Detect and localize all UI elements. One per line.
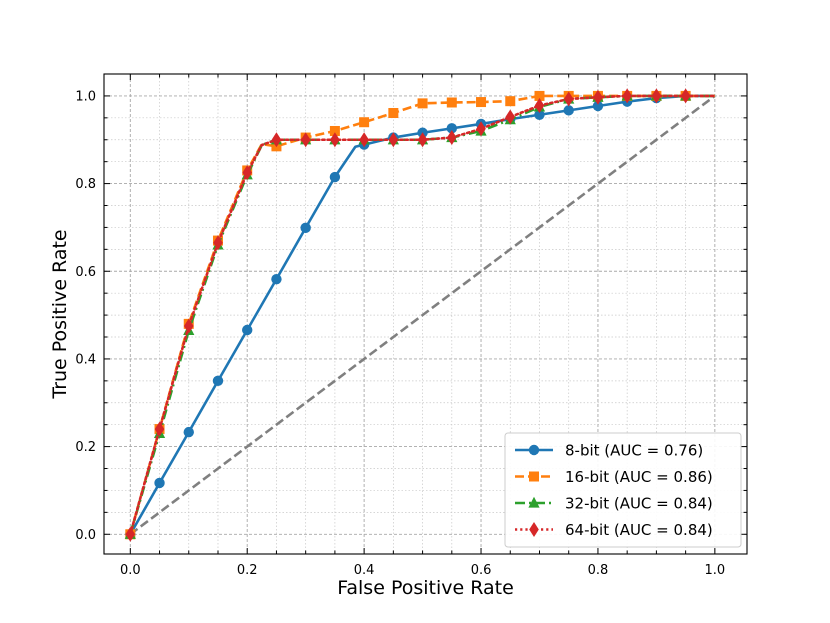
series-point (271, 273, 282, 285)
series-point (359, 132, 369, 148)
series-point (534, 90, 545, 101)
x-tick-label: 0.0 (120, 563, 141, 578)
legend-label: 32-bit (AUC = 0.84) (565, 495, 713, 513)
legend-box (504, 432, 742, 548)
x-tick-label: 0.6 (471, 563, 492, 578)
x-tick-label: 0.2 (237, 563, 258, 578)
series-point (417, 132, 428, 148)
series-point (271, 132, 282, 148)
y-axis-label: True Positive Rate (49, 229, 71, 399)
series-point (505, 109, 516, 125)
y-tick-label: 0.2 (75, 440, 96, 455)
y-tick-label: 0.4 (75, 352, 96, 367)
series-point (563, 91, 574, 107)
series-point (330, 132, 340, 148)
chance-diagonal-line (129, 94, 716, 536)
series-point (505, 96, 516, 107)
grid (104, 74, 747, 554)
series-point (329, 125, 340, 136)
series-point (359, 117, 370, 128)
series-point (388, 108, 399, 119)
series-point (300, 132, 311, 148)
y-tick-label: 0.6 (75, 265, 96, 280)
legend-marker (528, 496, 540, 508)
series-point (300, 222, 311, 234)
series-line (129, 94, 715, 535)
series-point (329, 171, 341, 183)
series-point (476, 97, 487, 108)
axis-ticks (104, 74, 747, 554)
legend-marker (528, 444, 540, 456)
series-4 (125, 88, 717, 542)
plot-frame (103, 73, 748, 555)
legend: 8-bit (AUC = 0.76) 16-bit (AUC = 0.86) 32-… (504, 432, 742, 548)
legend-marker (529, 522, 539, 537)
series-point (242, 165, 253, 181)
legend-marker (529, 471, 539, 482)
series-point (563, 105, 574, 116)
series-point (680, 88, 691, 104)
series-point (446, 97, 457, 108)
series-point (154, 477, 165, 489)
series-line (129, 94, 717, 536)
legend-label: 16-bit (AUC = 0.86) (565, 468, 713, 486)
x-axis-label: False Positive Rate (337, 577, 514, 599)
series-point (125, 526, 136, 542)
y-tick-label: 0.8 (75, 177, 96, 192)
legend-label: 8-bit (AUC = 0.76) (565, 442, 703, 460)
series-point (417, 98, 428, 109)
series-point (242, 324, 253, 336)
series-point (154, 421, 165, 437)
series-point (213, 235, 223, 251)
series-point (593, 89, 603, 105)
series-point (183, 318, 194, 334)
x-tick-label: 0.4 (354, 563, 375, 578)
series-point (476, 121, 486, 137)
series-point (622, 88, 632, 104)
series-point (651, 88, 662, 104)
legend-item: 16-bit (AUC = 0.86) (515, 468, 713, 486)
series-point (388, 132, 399, 148)
legend-label: 64-bit (AUC = 0.84) (565, 521, 713, 539)
legend-item: 8-bit (AUC = 0.76) (515, 442, 703, 460)
series-point (534, 109, 545, 120)
series-point (592, 100, 604, 112)
series-point (534, 98, 545, 114)
series-point (212, 375, 224, 387)
series-group (124, 88, 717, 542)
series-point (447, 130, 457, 146)
legend-item: 32-bit (AUC = 0.84) (515, 495, 713, 513)
x-tick-label: 0.8 (588, 563, 609, 578)
y-tick-labels: 0.0 0.2 0.4 0.6 0.8 1.0 (75, 89, 96, 542)
x-tick-label: 1.0 (705, 563, 726, 578)
y-tick-label: 1.0 (75, 89, 96, 104)
series-point (446, 123, 458, 134)
x-tick-labels: 0.0 0.2 0.4 0.6 0.8 1.0 (120, 563, 725, 578)
legend-item: 64-bit (AUC = 0.84) (515, 521, 713, 539)
series-point (183, 426, 194, 438)
y-tick-label: 0.0 (75, 528, 96, 543)
